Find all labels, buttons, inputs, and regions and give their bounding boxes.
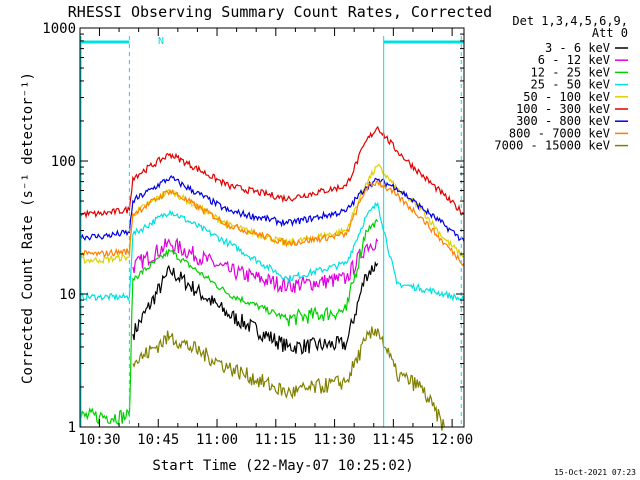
- legend-label-6to12kev: 6 - 12 keV: [538, 53, 610, 67]
- series-line-25to50kev: [79, 201, 465, 303]
- y-tick-label: 1: [68, 420, 76, 436]
- interval-markers: [80, 36, 464, 427]
- y-axis-label: Corrected Count Rate (s⁻¹ detector⁻¹): [20, 72, 36, 384]
- legend-label-3to6kev: 3 - 6 keV: [545, 41, 610, 55]
- night-marker: N: [158, 36, 164, 47]
- legend-header-line-2: Att 0: [592, 26, 628, 40]
- x-tick-label: 11:15: [255, 432, 297, 448]
- series-layer: [79, 125, 465, 431]
- x-tick-label: 12:00: [431, 432, 473, 448]
- x-tick-label: 11:45: [372, 432, 414, 448]
- legend-label-25to50kev: 25 - 50 keV: [531, 78, 610, 92]
- timestamp: 15-Oct-2021 07:23: [554, 468, 636, 477]
- legend-label-800to7000kev: 800 - 7000 keV: [509, 126, 610, 140]
- plot-frame: [79, 27, 465, 428]
- x-tick-label: 10:30: [78, 432, 120, 448]
- series-line-7000to15000kev: [132, 326, 445, 431]
- x-tick-label: 10:45: [137, 432, 179, 448]
- legend-label-7000to15000kev: 7000 - 15000 keV: [494, 139, 610, 153]
- legend-label-50to100kev: 50 - 100 keV: [523, 90, 610, 104]
- y-tick-label: 100: [51, 154, 76, 170]
- series-line-3to6kev: [132, 260, 379, 356]
- series-line-800to7000kev: [79, 180, 465, 267]
- y-tick-label: 1000: [42, 21, 76, 37]
- chart-title: RHESSI Observing Summary Count Rates, Co…: [68, 3, 492, 21]
- y-tick-label: 10: [59, 287, 76, 303]
- legend-label-300to800kev: 300 - 800 keV: [516, 114, 610, 128]
- series-line-6to12kev: [132, 237, 379, 294]
- x-tick-label: 11:00: [196, 432, 238, 448]
- series-line-100to300kev: [79, 125, 465, 219]
- x-tick-label: 11:30: [313, 432, 355, 448]
- series-line-12to25kev: [79, 218, 379, 426]
- series-line-300to800kev: [79, 174, 465, 242]
- legend-label-100to300kev: 100 - 300 keV: [516, 102, 610, 116]
- x-axis-label: Start Time (22-May-07 10:25:02): [152, 458, 413, 474]
- legend-label-12to25kev: 12 - 25 keV: [531, 65, 610, 79]
- axis-layer: 10:30 10:45 11:00 11:15 11:30 11:45 12:00 1 10 10…: [42, 21, 473, 448]
- legend-header-line-1: Det 1,3,4,5,6,9,: [512, 14, 628, 28]
